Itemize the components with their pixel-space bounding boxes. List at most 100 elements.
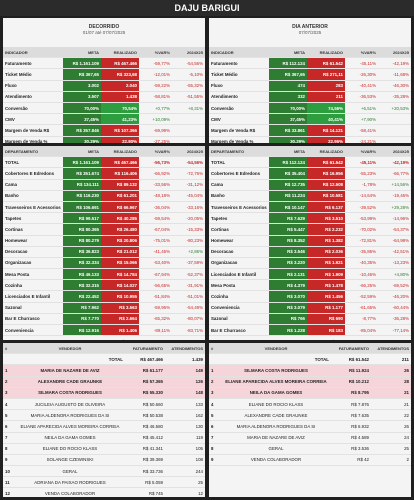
- table-row: 1 SILMARA COSTA RODRIGUES R$ 11.924 26: [209, 364, 411, 377]
- table-row: 6 ELIANE APARECIDA ALVES MOREIRA CORREIA R…: [3, 420, 205, 433]
- table-cell: R$ 10.147: [269, 201, 307, 214]
- table-cell: ATENDIMENTOS: [165, 343, 205, 355]
- table-cell: R$ 50.660: [125, 398, 165, 411]
- table-cell: R$ 323,68: [101, 68, 139, 81]
- table-cell: R$ 467.466: [125, 353, 165, 366]
- table-header: # VENDEDOR FATURAMENTO ATENDIMENTOS: [3, 343, 205, 355]
- table-cell: GERAL: [221, 443, 331, 455]
- table-cell: %VAR%: [345, 47, 378, 59]
- table-cell: Conveniencia: [209, 302, 269, 314]
- table-cell: VENDA COLABORADOR: [15, 487, 125, 497]
- table-cell: -54,56%: [172, 156, 205, 169]
- table-cell: ELIANE APARECIDA ALVES MOREIRA CORREIA: [221, 376, 331, 388]
- table-cell: Margem de Venda R$: [3, 124, 63, 137]
- table-cell: MARIA DE NAZARE DE AVIZ: [15, 364, 125, 377]
- table-cell: REALIZADO: [101, 47, 139, 59]
- table-row: Sazonal R$ 766 R$ 690 -8,77% -36,28%: [209, 313, 411, 326]
- table-row: 8 ELIANE DO ROCIO KLASS R$ 41.341 105: [3, 443, 205, 455]
- table-cell: R$ 20.806: [101, 235, 139, 247]
- table-cell: R$ 11.224: [269, 190, 307, 202]
- table-cell: R$ 3.220: [269, 257, 307, 270]
- table-cell: Conversão: [3, 102, 63, 115]
- table-cell: R$ 3.563: [101, 302, 139, 314]
- table-cell: 12: [3, 487, 15, 497]
- table-cell: 162: [165, 409, 205, 422]
- period-date: 01/07 até 07/07/2025: [82, 30, 126, 35]
- table-cell: R$ 467.466: [101, 57, 139, 70]
- table-cell: 2024X25: [172, 146, 205, 158]
- table-row: Conveniencia R$ 3.079 R$ 1.177 -61,65% -60,4…: [209, 302, 411, 314]
- table-cell: [3, 353, 15, 366]
- table-row: Homewear R$ 80.279 R$ 20.806 -75,01% -80,23%: [3, 235, 205, 247]
- table-cell: R$ 7.962: [63, 302, 101, 314]
- table-cell: R$ 357.846: [63, 124, 101, 137]
- table-cell: [172, 136, 205, 143]
- table-cell: Cozinha: [209, 290, 269, 303]
- table-cell: Conveniencia: [3, 324, 63, 337]
- table-cell: R$ 42: [331, 454, 371, 467]
- table-cell: %VAR%: [139, 47, 172, 59]
- table-cell: 474: [269, 80, 307, 92]
- table-cell: 24: [371, 432, 411, 444]
- table-cell: 11: [3, 476, 15, 489]
- table-cell: -67,94%: [139, 268, 172, 281]
- data-table: DEPARTAMENTO META REALIZADO %VAR% 2024X25 TOT…: [3, 146, 205, 340]
- table-cell: Ticket Médio: [3, 68, 63, 81]
- table-cell: R$ 40.285: [101, 212, 139, 225]
- table-cell: Bar E Churrasco: [3, 313, 63, 326]
- table-cell: Homewear: [209, 235, 269, 247]
- table-row: Faturamento R$ 1.161.109 R$ 467.466 -59,77%…: [3, 57, 205, 70]
- table-cell: 9: [209, 454, 221, 467]
- table-cell: 2: [209, 376, 221, 388]
- table-cell: 108: [165, 454, 205, 467]
- table-row: Conversão 70,00% 70,54% +0,77% +8,31%: [3, 102, 205, 115]
- table-cell: 22,95%: [307, 136, 345, 143]
- table-cell: 2024X25: [172, 47, 205, 59]
- table-cell: R$ 7.629: [269, 212, 307, 225]
- table-cell: R$ 1.177: [307, 302, 345, 314]
- table-cell: R$ 80.365: [63, 223, 101, 236]
- period-label: DIA ANTERIOR: [292, 24, 328, 30]
- table-cell: R$ 183: [307, 324, 345, 337]
- table-cell: R$ 10.581: [307, 190, 345, 202]
- sellers-table: # VENDEDOR FATURAMENTO ATENDIMENTOS TOTAL R$ …: [209, 343, 411, 467]
- table-cell: -51,01%: [172, 290, 205, 303]
- period-box: DECORRIDO 01/07 até 07/07/2025: [3, 18, 205, 50]
- table-cell: R$ 2.664: [101, 313, 139, 326]
- table-cell: R$ 766: [269, 313, 307, 326]
- table-cell: R$ 4.589: [331, 432, 371, 444]
- table-cell: MARIA ALDENORA RODRIGUES DA SI: [15, 409, 125, 422]
- table-row: 6 MARIA ALDENORA RODRIGUES DA SI R$ 6.932 2…: [209, 420, 411, 433]
- table-cell: 70,00%: [63, 102, 101, 115]
- table-cell: NEILA DA GAMA GOMES: [221, 387, 331, 399]
- table-row: 10 GERAL R$ 33.736 244: [3, 465, 205, 478]
- table-cell: R$ 2.232: [307, 223, 345, 236]
- table-cell: -56,65%: [139, 279, 172, 292]
- table-cell: 4: [209, 398, 221, 411]
- table-cell: JUCILEIA AUGUSTO DE OLIVEIRA: [15, 398, 125, 411]
- table-cell: [139, 335, 172, 340]
- header-title: DAJU BARIGUI: [0, 0, 414, 16]
- table-cell: DEPARTAMENTO: [3, 146, 63, 158]
- table-cell: -35,28%: [378, 91, 411, 103]
- table-cell: 5: [209, 409, 221, 422]
- table-cell: R$ 7.876: [331, 398, 371, 411]
- table-cell: 211: [307, 91, 345, 103]
- table-row: Travesseiros E Acessorios R$ 10.147 R$ 6.1…: [209, 201, 411, 214]
- table-cell: 4: [3, 398, 15, 411]
- table-cell: R$ 45.412: [125, 432, 165, 444]
- table-cell: +8,31%: [172, 102, 205, 115]
- table-cell: Sazonal: [209, 313, 269, 326]
- table-cell: 74,56%: [307, 102, 345, 115]
- table-row: 7 MARIA DE NAZARE DE AVIZ R$ 4.589 24: [209, 432, 411, 444]
- table-row: Bar E Churrasco R$ 7.770 R$ 2.664 -65,32% -8…: [3, 313, 205, 326]
- table-cell: R$ 1.161.109: [63, 57, 101, 70]
- table-cell: -1,78%: [345, 179, 378, 191]
- table-cell: R$ 32.334: [63, 257, 101, 270]
- table-cell: R$ 39.369: [125, 454, 165, 467]
- table-cell: -24,21%: [345, 136, 378, 143]
- table-row: Fluxo 474 283 -40,41% -46,30%: [209, 80, 411, 92]
- table-cell: -54,49%: [172, 302, 205, 314]
- data-table: INDICADOR META REALIZADO %VAR% 2024X25 Fatura…: [3, 47, 205, 143]
